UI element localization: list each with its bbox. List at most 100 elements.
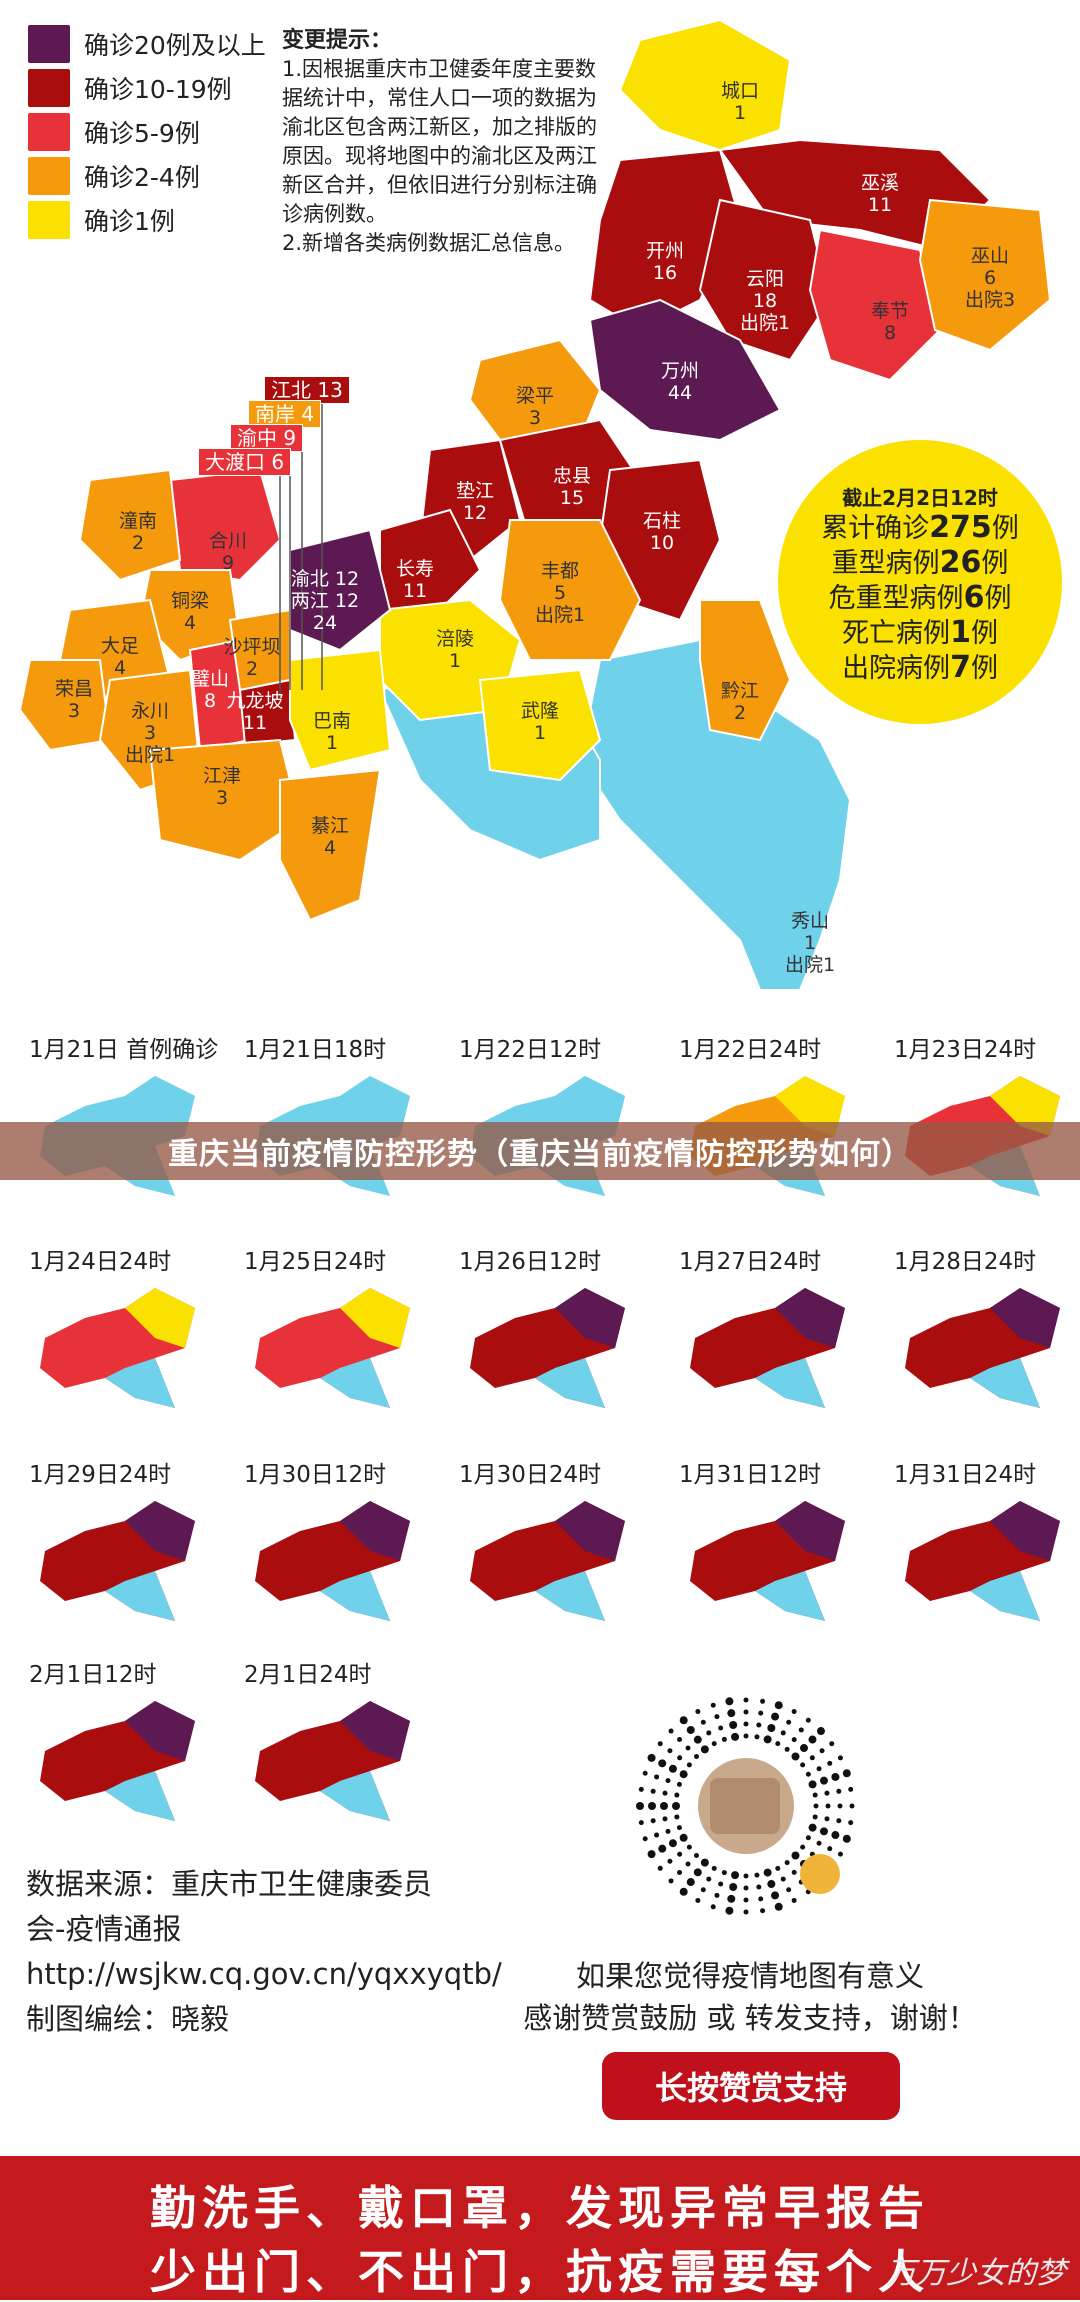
thanks-line-1: 如果您觉得疫情地图有意义 (575, 1959, 924, 1993)
timeline-map-thumbnail[interactable] (465, 1278, 635, 1418)
district-count: 10 (649, 532, 675, 554)
district-label: 永川 3 出院1 (125, 700, 175, 766)
timeline-map-thumbnail[interactable] (465, 1491, 635, 1631)
timeline-label: 1月30日24时 (459, 1462, 602, 1488)
thanks-text: 如果您觉得疫情地图有意义 感谢赞赏鼓励 或 转发支持，谢谢！ (470, 1955, 1030, 2039)
timeline-map-thumbnail[interactable] (35, 1491, 205, 1631)
district-count: 44 (667, 382, 693, 404)
qr-code[interactable] (628, 1688, 864, 1924)
district-name: 石柱 (642, 510, 682, 532)
district-count: 12 (462, 502, 488, 524)
summary-line: 累计确诊275例 (821, 510, 1019, 545)
district-label: 丰都 5 出院1 (535, 560, 585, 626)
district-name: 丰都 (540, 560, 579, 582)
district-count: 3 (215, 787, 229, 809)
district-label: 沙坪坝 2 (223, 636, 280, 680)
district-name: 荣昌 (54, 678, 94, 700)
timeline-map-thumbnail[interactable] (685, 1278, 855, 1418)
legend-item: 确诊1例 (28, 198, 266, 242)
timeline-label: 1月26日12时 (459, 1249, 602, 1275)
timeline-map-thumbnail[interactable] (35, 1691, 205, 1831)
district-count: 1 (448, 650, 462, 672)
summary-line: 重型病例26例 (831, 545, 1009, 580)
district-name: 黔江 (720, 680, 760, 702)
district-label: 石柱 10 (643, 510, 681, 554)
district-count: 18 (752, 290, 778, 312)
timeline-map-thumbnail[interactable] (250, 1278, 420, 1418)
district-shape-jiulongpo (238, 678, 297, 747)
district-name: 巫溪 (860, 172, 900, 194)
district-label: 铜梁 4 (171, 590, 209, 634)
district-count: 1 (533, 722, 547, 744)
district-shape-rongchang (18, 659, 112, 752)
timeline-map-thumbnail[interactable] (685, 1491, 855, 1631)
district-count: 4 (113, 657, 127, 679)
district-label: 垫江 12 (456, 480, 494, 524)
legend-label: 确诊20例及以上 (84, 31, 266, 60)
district-label: 忠县 15 (553, 465, 591, 509)
district-name: 巫山 (970, 245, 1009, 267)
district-name: 涪陵 (435, 628, 475, 650)
district-name: 城口 (720, 80, 760, 102)
district-shape-yunyang (698, 198, 832, 362)
notice-title: 变更提示： (282, 28, 393, 53)
timeline-label: 2月1日24时 (244, 1662, 372, 1688)
source-line-1: 数据来源：重庆市卫生健康委员会-疫情通报 (26, 1867, 433, 1946)
source-link[interactable]: http://wsjkw.cq.gov.cn/yqxxyqtb/ (26, 1957, 502, 1991)
district-shape-fengdu (498, 519, 642, 661)
timeline-map-thumbnail[interactable] (900, 1278, 1070, 1418)
district-label: 开州 16 (646, 240, 684, 284)
district-label: 长寿 11 (396, 558, 434, 602)
thanks-line-2: 感谢赞赏鼓励 或 转发支持，谢谢！ (523, 2001, 977, 2035)
district-name: 渝北 12 (290, 568, 360, 590)
district-tag: 江北 13 (264, 376, 350, 404)
district-name: 璧山 (190, 668, 230, 690)
legend-label: 确诊5-9例 (84, 119, 200, 148)
timeline-map-thumbnail[interactable] (35, 1278, 205, 1418)
district-label: 万州 44 (661, 360, 699, 404)
district-extra: 出院1 (739, 312, 791, 334)
district-label: 渝北 12 两江 12 24 (291, 568, 359, 634)
district-count: 2 (131, 532, 145, 554)
watermark: 万万少女的梦 (886, 2256, 1066, 2291)
summary-line: 危重型病例6例 (828, 580, 1012, 615)
district-count: 8 (203, 690, 217, 712)
slogan-line-2: 少出门、不出门，抗疫需要每个人 (150, 2245, 930, 2299)
timeline-map-thumbnail[interactable] (250, 1691, 420, 1831)
timeline-label: 1月23日24时 (894, 1037, 1037, 1063)
district-name: 合川 (208, 530, 248, 552)
district-extra: 出院1 (534, 604, 586, 626)
district-count: 3 (143, 722, 157, 744)
data-source: 数据来源：重庆市卫生健康委员会-疫情通报 http://wsjkw.cq.gov… (26, 1862, 502, 2042)
timeline-label: 1月31日12时 (679, 1462, 822, 1488)
district-tag: 渝中 9 (230, 424, 304, 452)
appreciate-button[interactable]: 长按赞赏支持 (602, 2052, 900, 2120)
district-count: 1 (733, 102, 747, 124)
district-label: 武隆 1 (521, 700, 559, 744)
district-count: 4 (183, 612, 197, 634)
change-notice: 变更提示： 1.因根据重庆市卫健委年度主要数据统计中，常住人口一项的数据为渝北区… (282, 26, 612, 258)
district-name: 秀山 (790, 910, 829, 932)
district-shape-qijiang (279, 768, 382, 922)
district-name: 巴南 (312, 710, 352, 732)
district-name: 铜梁 (170, 590, 210, 612)
legend-swatch (28, 201, 70, 239)
summary-title: 截止2月2日12时 (842, 486, 998, 510)
legend-swatch (28, 113, 70, 151)
district-name: 云阳 (745, 268, 784, 290)
district-label: 九龙坡 11 (226, 690, 283, 734)
district-label: 秀山 1 出院1 (785, 910, 835, 976)
district-shape-wushan (918, 198, 1052, 352)
timeline-map-thumbnail[interactable] (900, 1491, 1070, 1631)
summary-circle: 截止2月2日12时 累计确诊275例 重型病例26例 危重型病例6例 死亡病例1例 出院… (778, 440, 1062, 724)
district-extra: 24 (312, 612, 338, 634)
district-name: 长寿 (395, 558, 435, 580)
district-name: 大足 (100, 635, 140, 657)
district-label: 璧山 8 (191, 668, 229, 712)
district-label: 江津 3 (203, 765, 241, 809)
district-extra: 出院1 (784, 954, 836, 976)
timeline-label: 1月29日24时 (29, 1462, 172, 1488)
slogan-line-1: 勤洗手、戴口罩，发现异常早报告 (150, 2181, 930, 2235)
district-label: 涪陵 1 (436, 628, 474, 672)
timeline-map-thumbnail[interactable] (250, 1491, 420, 1631)
